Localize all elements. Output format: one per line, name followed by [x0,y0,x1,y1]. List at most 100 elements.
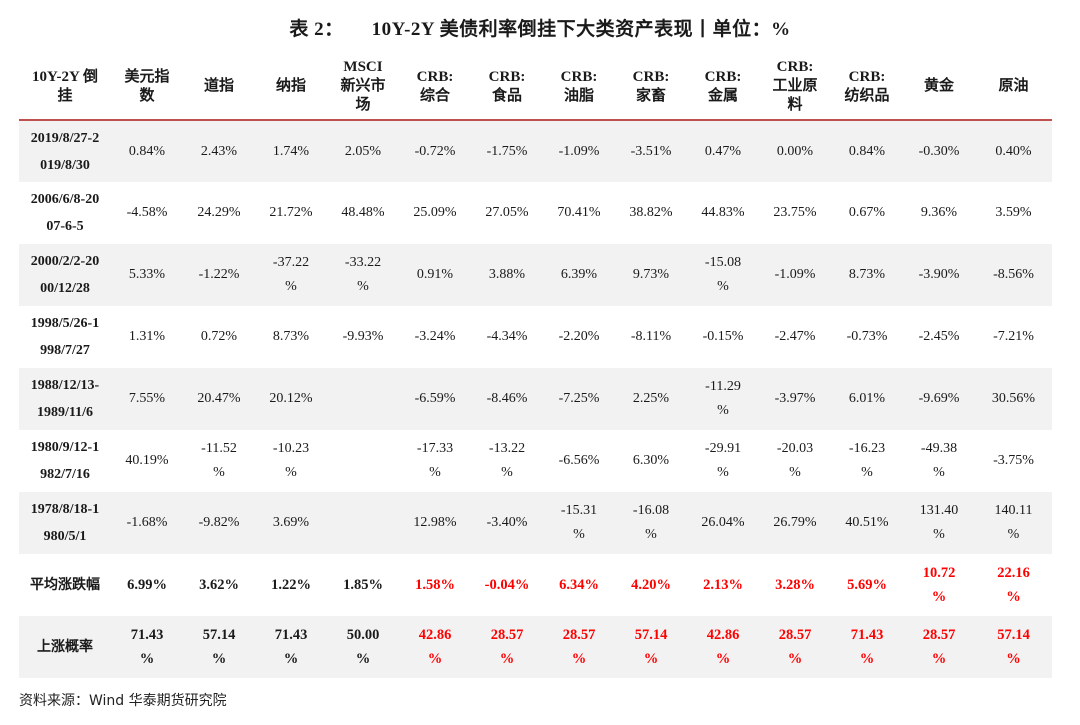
cell-text-line: -3.40% [486,515,528,530]
cell-text-line: % [933,527,945,542]
value-cell: -37.22% [255,244,327,306]
value-cell: 26.04% [687,492,759,554]
value-cell: 44.83% [687,182,759,244]
cell-text-line: 8.73% [272,329,310,344]
cell-text-line: -16.23 [848,441,886,456]
value-cell: 38.82% [615,182,687,244]
value-cell: -3.24% [399,306,471,368]
header-asset: CRB: 油脂 [543,54,615,121]
value-cell: 3.59% [975,182,1052,244]
value-cell: -1.22% [183,244,255,306]
value-cell: 8.73% [831,244,903,306]
table-header: 10Y-2Y 倒挂美元指数道指 纳指 MSCI 新兴市场 CRB: 综合 CRB: 食品 CRB… [19,54,1052,121]
cell-text-line: 数 [139,87,155,104]
cell-text-line: 纺织品 [844,87,890,104]
cell-text-line: 1998/5/26-1 [30,316,100,331]
cell-text-line: % [1006,589,1021,605]
cell-text-line: % [1007,527,1020,542]
cell-text-line: 1978/8/18-1 [30,502,100,517]
cell-text-line: -11.29 [705,379,741,394]
value-cell: -4.58% [111,182,183,244]
value-cell: -1.75% [471,120,543,182]
value-cell: 131.40% [903,492,975,554]
cell-text-line: 10.72 [922,565,956,581]
value-cell: -10.23% [255,430,327,492]
value-cell [327,430,399,492]
value-cell: -20.03% [759,430,831,492]
value-cell: 1.74% [255,120,327,182]
value-cell: -33.22% [327,244,399,306]
period-cell: 2006/6/8-20 07-6-5 [19,182,111,244]
value-cell: 6.39% [543,244,615,306]
value-cell: 8.73% [255,306,327,368]
cell-text-line: 982/7/16 [40,467,90,482]
cell-text-line: -13.22 [488,441,526,456]
header-asset: 黄金 [903,54,975,121]
cell-text-line: 20.12% [269,391,313,406]
cell-text-line: -0.73% [846,329,888,344]
cell-text-line: % [285,279,297,294]
cell-text-line: 6.30% [632,453,670,468]
cell-text-line: 0.91% [416,267,454,282]
summary-value-cell: 4.20% [615,554,687,616]
cell-text-line: -29.91 [704,441,742,456]
summary-value-cell: 1.85% [327,554,399,616]
period-cell: 2019/8/27-2 019/8/30 [19,120,111,182]
value-cell: 12.98% [399,492,471,554]
value-cell: 30.56% [975,368,1052,430]
cell-text-line: -3.75% [993,453,1034,468]
cell-text-line: 40.51% [845,515,889,530]
cell-text-line: 57.14 [202,627,236,643]
value-cell: -7.25% [543,368,615,430]
cell-text-line: 10Y-2Y 倒 [32,68,98,85]
summary-value-cell: 28.57% [759,616,831,678]
cell-text-line: 食品 [491,87,522,104]
value-cell: 0.84% [111,120,183,182]
cell-text-line: % [933,465,945,480]
value-cell: -3.97% [759,368,831,430]
cell-text-line: 1989/11/6 [36,405,93,420]
cell-text-line: 28.57 [778,627,812,643]
cell-text-line: -8.56% [993,267,1034,282]
cell-text-line: -8.46% [486,391,528,406]
cell-text-line: -15.31 [560,503,598,518]
cell-text-line: 0.47% [704,143,742,159]
cell-text-line: 12.98% [413,515,457,530]
cell-text-line: -9.69% [918,391,960,406]
value-cell: 0.72% [183,306,255,368]
header-asset: CRB: 金属 [687,54,759,121]
cell-text-line: 50.00 [346,627,380,643]
value-cell: -11.29% [687,368,759,430]
cell-text-line: -1.09% [558,143,600,159]
cell-text-line: -1.75% [486,143,528,159]
summary-value-cell: 28.57% [903,616,975,678]
value-cell: 2.43% [183,120,255,182]
value-cell: -4.34% [471,306,543,368]
period-cell: 1978/8/18-1 980/5/1 [19,492,111,554]
cell-text-line: -20.03 [776,441,814,456]
table-title: 表 2： 10Y-2Y 美债利率倒挂下大类资产表现丨单位：% [0,14,1080,41]
value-cell: 0.00% [759,120,831,182]
cell-text-line: -6.59% [414,391,456,406]
value-cell: -3.51% [615,120,687,182]
value-cell: -1.68% [111,492,183,554]
value-cell: 140.11% [975,492,1052,554]
cell-text-line: % [787,651,803,667]
value-cell [327,492,399,554]
cell-text-line: 道指 [203,78,234,94]
cell-text-line: CRB: [776,59,814,75]
value-cell: 27.05% [471,182,543,244]
cell-text-line: 7.55% [128,391,166,406]
value-cell: 3.69% [255,492,327,554]
cell-text-line: % [931,589,947,605]
value-cell: 48.48% [327,182,399,244]
cell-text-line: % [717,465,729,480]
cell-text-line: % [861,465,873,480]
cell-text-line: CRB: [488,68,526,85]
cell-text-line: % [355,651,371,667]
table-row: 1980/9/12-1 982/7/16 40.19% -11.52% -10.23% -… [19,430,1052,492]
table-row: 1998/5/26-1 998/7/27 1.31% 0.72% 8.73% -9.93%… [19,306,1052,368]
value-cell: -8.56% [975,244,1052,306]
cell-text-line: 0.72% [200,329,238,344]
value-cell: -0.72% [399,120,471,182]
